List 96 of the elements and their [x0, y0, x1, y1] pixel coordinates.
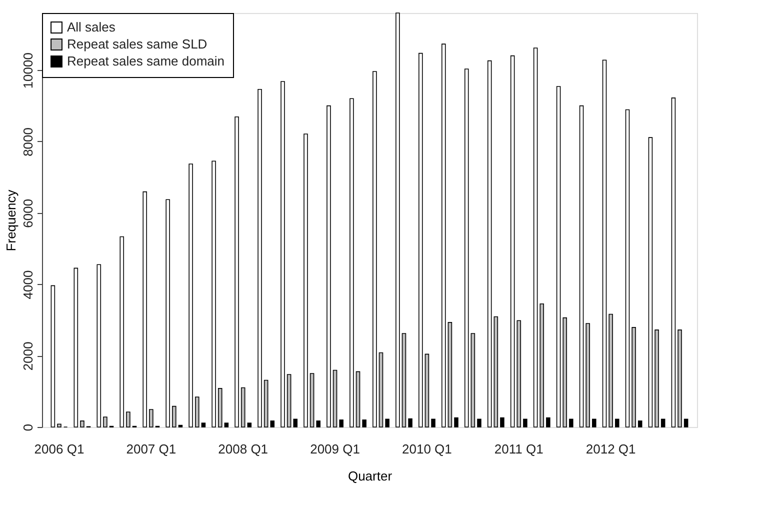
bar [602, 60, 607, 428]
bar [286, 374, 292, 428]
bar [224, 422, 229, 428]
y-tick-label: 8000 [20, 128, 36, 156]
bar [614, 418, 620, 428]
bar [632, 327, 636, 428]
bar [608, 314, 613, 428]
bar [126, 412, 130, 428]
bar [638, 420, 642, 428]
y-tick-label: 0 [20, 424, 36, 432]
x-tick-label: 2011 Q1 [494, 442, 544, 456]
bar [510, 55, 515, 428]
bar [424, 354, 430, 428]
bar [678, 330, 682, 428]
legend-label: Repeat sales same domain [67, 54, 225, 68]
bar [464, 68, 469, 428]
x-tick-label: 2006 Q1 [34, 442, 84, 456]
bar [448, 322, 452, 428]
bar [247, 422, 252, 428]
bar [332, 370, 338, 428]
bar [378, 352, 384, 428]
bar [96, 264, 102, 428]
bar [194, 396, 200, 428]
bar [569, 418, 574, 428]
bar [556, 86, 561, 428]
bar [441, 44, 446, 428]
bar [454, 417, 458, 428]
x-tick-label: 2008 Q1 [218, 442, 268, 456]
bar [500, 417, 504, 428]
bar [592, 418, 596, 428]
bar [166, 199, 170, 428]
bar [218, 388, 222, 428]
bar [339, 419, 344, 428]
bar [172, 406, 176, 428]
bar [280, 81, 285, 428]
bar [533, 48, 538, 428]
bar [57, 424, 62, 428]
bar [431, 418, 436, 428]
bar [418, 52, 423, 428]
x-tick-label: 2012 Q1 [586, 442, 636, 456]
bar [316, 420, 320, 428]
bar [586, 323, 590, 428]
y-tick-label: 2000 [20, 342, 36, 371]
bar [142, 191, 147, 428]
bar [270, 420, 275, 428]
bar [477, 418, 482, 428]
bar [74, 268, 78, 428]
legend-label: All sales [67, 20, 116, 34]
bar [293, 418, 298, 428]
bar [487, 60, 492, 428]
bar [660, 418, 666, 428]
y-tick-label: 10000 [20, 52, 36, 89]
bar [264, 380, 268, 428]
y-tick-label: 4000 [20, 270, 36, 300]
bar [516, 320, 522, 428]
bar [562, 317, 567, 428]
bar [188, 164, 193, 428]
bar [470, 333, 476, 428]
bar [396, 12, 400, 428]
bar [671, 98, 676, 428]
y-tick-label: 6000 [20, 198, 36, 228]
bar [648, 137, 653, 428]
bar [523, 418, 528, 428]
bar [362, 419, 366, 428]
bar [240, 387, 246, 428]
bar [234, 116, 239, 428]
bar [149, 409, 154, 428]
bar [385, 418, 390, 428]
bar [80, 420, 84, 428]
x-axis-title: Quarter [348, 468, 393, 484]
bar [494, 316, 498, 428]
bar [546, 417, 550, 428]
legend-label: Repeat sales same SLD [67, 36, 208, 52]
y-axis-title: Frequency [4, 189, 18, 252]
bar [654, 330, 659, 428]
bar [326, 105, 331, 428]
bar [372, 71, 377, 428]
bar [50, 285, 56, 428]
x-tick-label: 2010 Q1 [402, 442, 452, 456]
bar [350, 98, 354, 428]
bar [408, 418, 412, 428]
bar [103, 416, 108, 428]
bar [684, 418, 688, 428]
bar [258, 88, 262, 428]
bar [201, 422, 206, 428]
bar [579, 105, 584, 428]
x-tick-label: 2009 Q1 [310, 442, 360, 456]
bar [120, 236, 124, 428]
bar [625, 109, 630, 428]
bar [540, 303, 544, 428]
bar [310, 373, 314, 428]
bar [356, 371, 360, 428]
x-tick-label: 2007 Q1 [126, 442, 176, 456]
bar [212, 160, 216, 428]
bar [304, 134, 308, 428]
bar [402, 333, 406, 428]
